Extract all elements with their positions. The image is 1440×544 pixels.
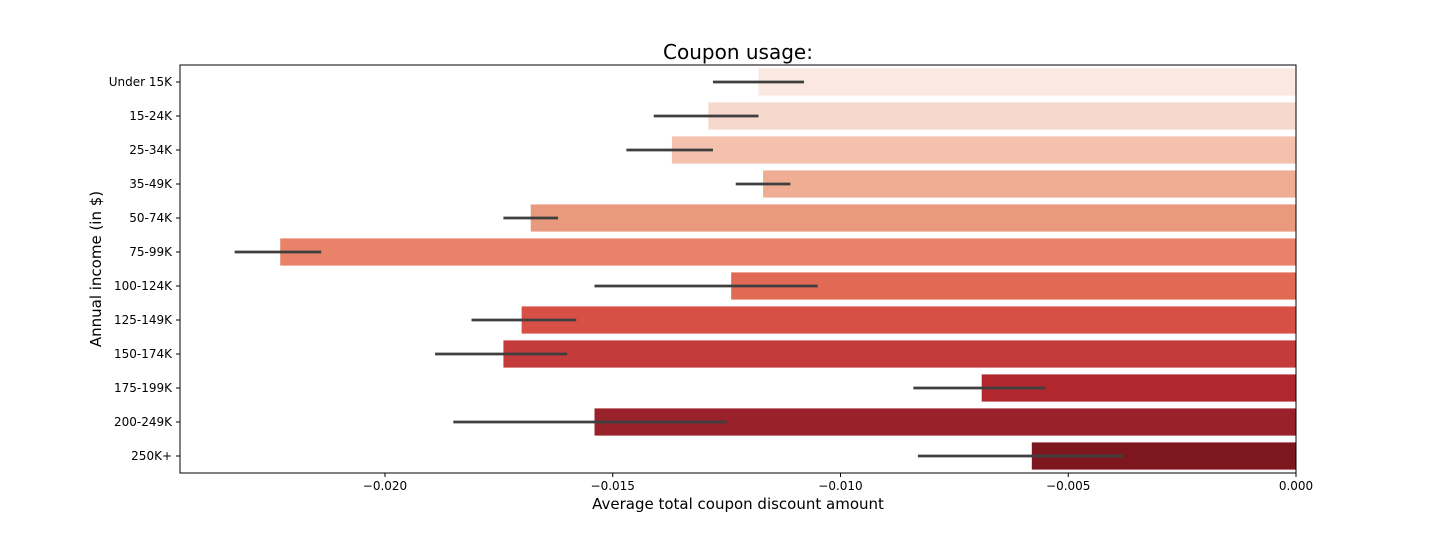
x-tick-label: −0.020 — [363, 479, 407, 493]
bar-8 — [503, 340, 1296, 368]
x-tick-label: −0.005 — [1046, 479, 1090, 493]
y-tick-label: 250K+ — [131, 449, 172, 463]
y-tick-label: 50-74K — [129, 211, 173, 225]
bars-layer — [280, 68, 1296, 470]
plot-frame — [179, 64, 1297, 474]
y-axis: Under 15K 15-24K 25-34K 35-49K 50-74K 75-99K 1… — [109, 75, 180, 463]
y-tick-label: Under 15K — [109, 75, 173, 89]
error-bars-layer — [234, 80, 1123, 458]
x-tick-label: 0.000 — [1279, 479, 1313, 493]
x-tick-label: −0.010 — [818, 479, 862, 493]
y-tick-label: 25-34K — [129, 143, 173, 157]
bar-0 — [758, 68, 1296, 96]
bar-6 — [731, 272, 1296, 300]
y-tick-label: 125-149K — [114, 313, 173, 327]
x-axis-label: Average total coupon discount amount — [592, 495, 884, 513]
bar-4 — [530, 204, 1296, 232]
bar-5 — [280, 238, 1296, 266]
y-axis-label: Annual income (in $) — [87, 191, 105, 347]
bar-2 — [671, 136, 1296, 164]
bar-7 — [521, 306, 1296, 334]
y-tick-label: 35-49K — [129, 177, 173, 191]
y-tick-label: 100-124K — [114, 279, 173, 293]
x-axis: −0.020 −0.015 −0.010 −0.005 0.000 — [363, 473, 1313, 493]
x-tick-label: −0.015 — [591, 479, 635, 493]
chart-title: Coupon usage: — [663, 40, 813, 64]
bar-1 — [708, 102, 1296, 130]
y-tick-label: 150-174K — [114, 347, 173, 361]
y-tick-label: 200-249K — [114, 415, 173, 429]
y-tick-label: 175-199K — [114, 381, 173, 395]
y-tick-label: 75-99K — [129, 245, 173, 259]
y-tick-label: 15-24K — [129, 109, 173, 123]
bar-3 — [763, 170, 1296, 198]
